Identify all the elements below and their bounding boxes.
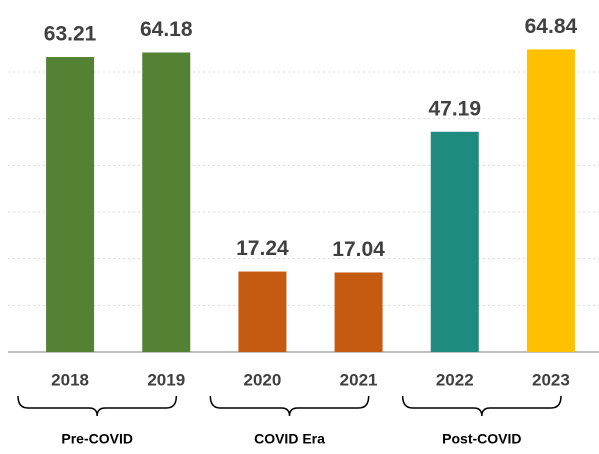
- bar: [238, 271, 287, 352]
- x-tick-label: 2021: [340, 370, 378, 389]
- group-brace: [17, 395, 178, 417]
- group-label: COVID Era: [254, 431, 325, 447]
- bar: [142, 52, 191, 352]
- group-brace: [209, 395, 370, 417]
- group-label: Pre-COVID: [61, 431, 133, 447]
- value-label: 47.19: [428, 97, 481, 120]
- x-tick-label: 2022: [436, 370, 474, 389]
- x-tick-label: 2023: [532, 370, 570, 389]
- value-label: 17.04: [332, 238, 385, 261]
- bar: [526, 49, 575, 353]
- bar: [430, 131, 479, 352]
- value-label: 17.24: [236, 237, 289, 260]
- value-label: 64.84: [525, 15, 578, 38]
- x-tick-label: 2020: [244, 370, 282, 389]
- x-tick-label: 2019: [147, 370, 185, 389]
- x-tick-label: 2018: [51, 370, 89, 389]
- value-label: 64.18: [140, 18, 193, 41]
- bar: [46, 57, 95, 353]
- bar: [334, 272, 383, 352]
- group-brace: [401, 395, 562, 417]
- group-label: Post-COVID: [442, 431, 521, 447]
- value-label: 63.21: [44, 23, 97, 46]
